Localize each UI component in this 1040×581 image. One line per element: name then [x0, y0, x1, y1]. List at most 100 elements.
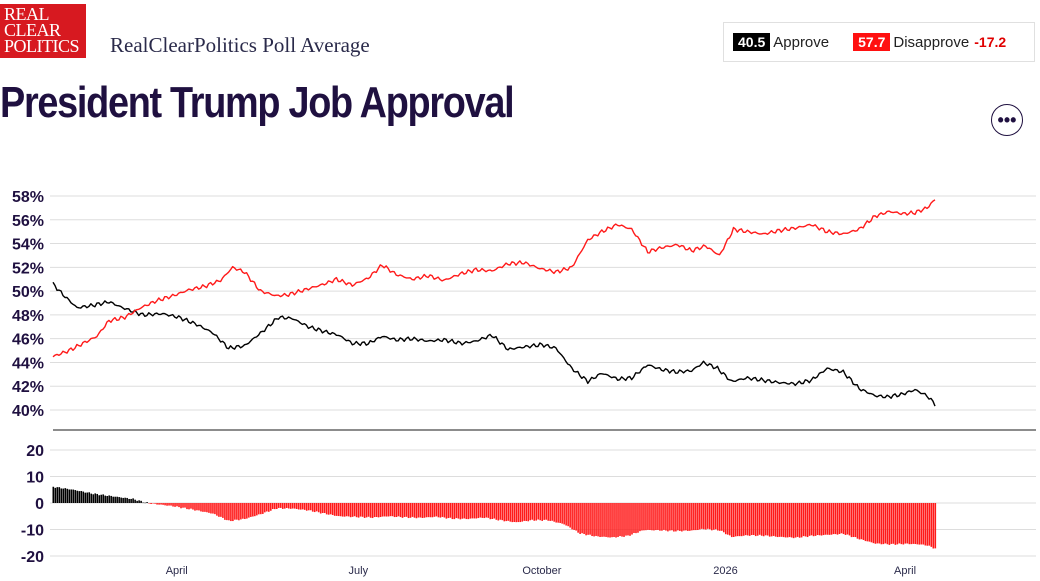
- spread-bar: [842, 503, 845, 535]
- rcp-logo[interactable]: REAL CLEAR POLITICS: [0, 4, 86, 58]
- spread-bar: [443, 503, 446, 518]
- spread-bar: [768, 503, 771, 537]
- spread-bar: [619, 503, 621, 537]
- spread-bar: [439, 503, 442, 518]
- spread-bar: [240, 503, 242, 520]
- spread-bar: [740, 503, 743, 537]
- spread-bar: [926, 503, 929, 546]
- spread-bar: [589, 503, 591, 535]
- spread-bar: [214, 503, 216, 515]
- spread-bar: [194, 503, 196, 511]
- spread-bar: [687, 503, 689, 531]
- spread-bar: [176, 503, 178, 507]
- spread-bar: [802, 503, 805, 537]
- spread-bar: [854, 503, 857, 538]
- spread-bar: [146, 502, 148, 503]
- spread-bar: [816, 503, 819, 535]
- more-options-button[interactable]: •••: [991, 104, 1023, 136]
- spread-bar: [595, 503, 597, 536]
- spread-bar: [529, 503, 532, 521]
- spread-bar: [631, 503, 633, 535]
- y-tick-label: 50%: [12, 284, 44, 301]
- spread-bar: [108, 495, 110, 503]
- y-tick-label: 44%: [12, 355, 44, 372]
- spread-bar: [667, 503, 669, 532]
- spread-bar: [746, 503, 749, 536]
- spread-bar: [327, 503, 330, 515]
- spread-bar: [846, 503, 849, 535]
- spread-bar: [383, 503, 386, 517]
- spread-bar: [657, 503, 659, 530]
- spread-bar: [665, 503, 667, 531]
- spread-bar: [445, 503, 448, 519]
- spread-bar: [750, 503, 753, 536]
- spread-bar: [226, 503, 228, 521]
- y-tick-label: 42%: [12, 379, 44, 396]
- y-tick-label: 54%: [12, 237, 44, 254]
- y-tick-label: 52%: [12, 260, 44, 277]
- spread-bar: [329, 503, 332, 515]
- spread-bar: [369, 503, 372, 518]
- spread-bar: [299, 503, 302, 510]
- spread-bar: [669, 503, 671, 531]
- spread-bar: [321, 503, 324, 514]
- spread-bar: [188, 503, 190, 510]
- spread-bar: [258, 503, 260, 515]
- spread-bar: [86, 492, 89, 503]
- spread-bar: [890, 503, 893, 544]
- spread-bar: [485, 503, 488, 518]
- spread-bar: [96, 493, 99, 503]
- spread-bar: [158, 503, 160, 505]
- spread-bar: [323, 503, 326, 514]
- spread-bar: [792, 503, 795, 539]
- spread-bar: [848, 503, 851, 536]
- spread-bar: [714, 503, 717, 530]
- spread-bar: [886, 503, 889, 545]
- spread-bar: [90, 493, 93, 503]
- spread-bar: [393, 503, 396, 518]
- spread-bar: [379, 503, 382, 518]
- spread-bar: [138, 500, 140, 503]
- spread-bar: [140, 500, 142, 503]
- spread-bar: [629, 503, 631, 536]
- spread-tick-label: -10: [21, 523, 44, 540]
- y-tick-label: 40%: [12, 403, 44, 420]
- x-tick-label: April: [894, 565, 916, 577]
- spread-bar: [230, 503, 232, 522]
- spread-bar: [423, 503, 426, 518]
- spread-bar: [365, 503, 368, 518]
- spread-bar: [132, 498, 134, 503]
- spread-bar: [691, 503, 693, 531]
- spread-value: -17.2: [974, 34, 1007, 50]
- spread-bar: [920, 503, 923, 545]
- spread-bar: [693, 503, 695, 531]
- spread-bar: [349, 503, 352, 518]
- spread-bar: [633, 503, 635, 533]
- spread-bar: [281, 503, 284, 509]
- spread-bar: [355, 503, 358, 518]
- spread-bar: [860, 503, 863, 540]
- spread-bar: [236, 503, 238, 520]
- spread-bar: [569, 503, 571, 528]
- spread-bar: [836, 503, 839, 535]
- spread-bar: [699, 503, 701, 530]
- spread-bar: [844, 503, 847, 535]
- spread-bar: [88, 492, 91, 503]
- spread-bar: [780, 503, 783, 537]
- spread-bar: [585, 503, 587, 536]
- x-tick-label: 2026: [713, 565, 737, 577]
- spread-bar: [395, 503, 398, 518]
- spread-bar: [559, 503, 561, 524]
- spread-bar: [551, 503, 553, 521]
- spread-bar: [511, 503, 514, 523]
- spread-bar: [537, 503, 540, 520]
- spread-bar: [561, 503, 563, 524]
- spread-bar: [796, 503, 799, 537]
- spread-bar: [134, 499, 136, 503]
- spread-bar: [172, 503, 174, 507]
- spread-bar: [810, 503, 813, 536]
- spread-bar: [144, 502, 146, 504]
- spread-bar: [58, 487, 61, 503]
- spread-bar: [471, 503, 474, 519]
- spread-bar: [100, 494, 102, 503]
